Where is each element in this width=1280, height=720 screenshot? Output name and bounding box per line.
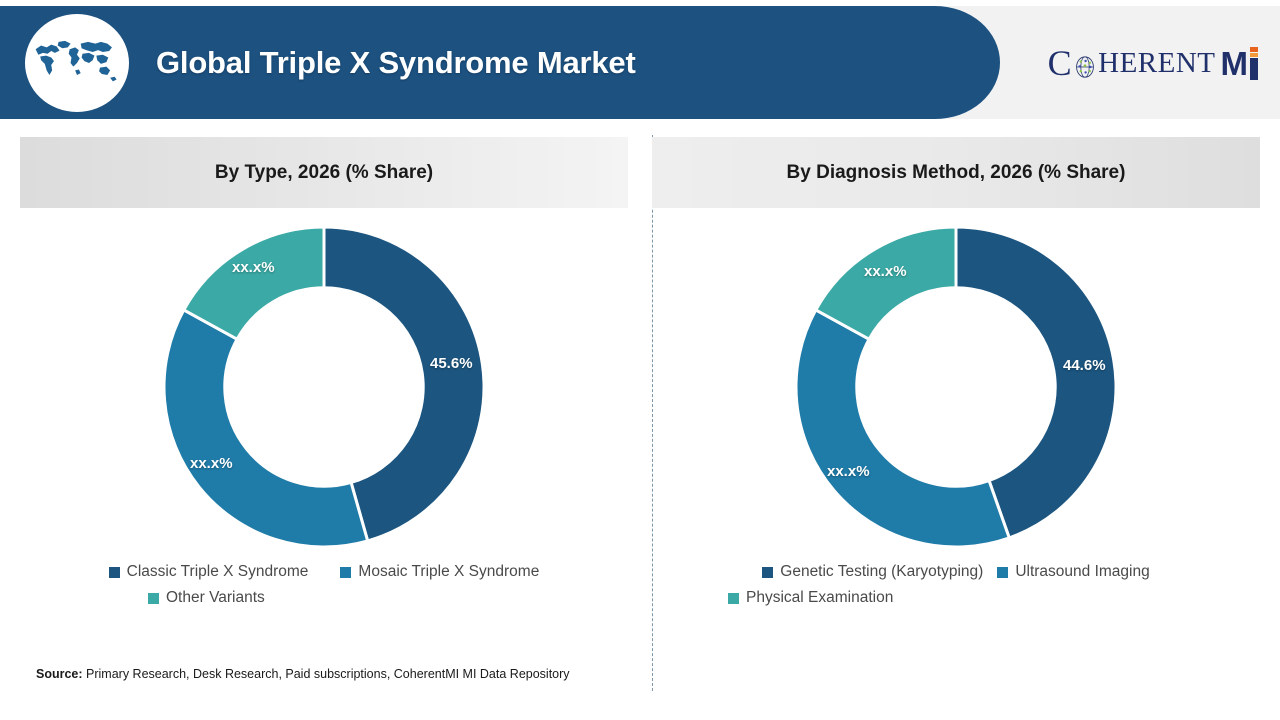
logo-globe-icon: [1073, 53, 1097, 78]
chart-panel-by-diagnosis: By Diagnosis Method, 2026 (% Share) 44.6…: [652, 137, 1260, 607]
donut-slice[interactable]: [181, 225, 326, 342]
chart-title-by-diagnosis: By Diagnosis Method, 2026 (% Share): [652, 137, 1260, 208]
donut-chart-by-type: 45.6% xx.x% xx.x%: [20, 208, 628, 563]
donut-slice[interactable]: [813, 225, 958, 342]
donut-svg-by-diagnosis: [791, 222, 1121, 552]
donut-slice[interactable]: [162, 307, 370, 549]
legend-swatch-icon: [728, 592, 739, 604]
legend-swatch-icon: [762, 566, 774, 578]
legend-swatch-icon: [148, 592, 159, 604]
globe-world-map-icon: [25, 14, 129, 112]
panel-divider: [652, 135, 653, 691]
legend-row: Classic Triple X Syndrome Mosaic Triple …: [20, 563, 628, 581]
donut-slice[interactable]: [954, 225, 1118, 540]
legend-swatch-icon: [340, 566, 352, 578]
legend-item-genetic-testing[interactable]: Genetic Testing (Karyotyping): [762, 563, 983, 581]
source-text: Primary Research, Desk Research, Paid su…: [82, 667, 570, 681]
legend-label: Genetic Testing (Karyotyping): [780, 563, 984, 580]
source-label: Source:: [36, 667, 83, 681]
legend-item-classic[interactable]: Classic Triple X Syndrome: [108, 563, 309, 581]
source-note: Source: Primary Research, Desk Research,…: [36, 665, 606, 683]
donut-slice[interactable]: [322, 225, 486, 543]
legend-label: Classic Triple X Syndrome: [126, 563, 309, 580]
legend-swatch-icon: [108, 566, 120, 578]
legend-row: Physical Examination: [652, 589, 1260, 607]
legend-label: Physical Examination: [746, 589, 894, 606]
legend-item-ultrasound[interactable]: Ultrasound Imaging: [997, 563, 1150, 581]
legend-item-mosaic[interactable]: Mosaic Triple X Syndrome: [340, 563, 539, 581]
chart-panel-by-type: By Type, 2026 (% Share) 45.6% xx.x% xx.x…: [20, 137, 628, 607]
legend-label: Mosaic Triple X Syndrome: [358, 563, 540, 580]
page-title: Global Triple X Syndrome Market: [156, 44, 636, 80]
legend-row: Genetic Testing (Karyotyping) Ultrasound…: [652, 563, 1260, 581]
logo-mi-text: M: [1220, 44, 1258, 82]
chart-title-by-type: By Type, 2026 (% Share): [20, 137, 628, 208]
legend-by-type: Classic Triple X Syndrome Mosaic Triple …: [20, 563, 628, 607]
legend-label: Other Variants: [166, 589, 265, 606]
legend-item-physical-exam[interactable]: Physical Examination: [728, 589, 893, 607]
legend-swatch-icon: [997, 566, 1009, 578]
logo-coherent-text: C HERENT: [1048, 45, 1216, 81]
logo-letter-m: M: [1220, 44, 1249, 82]
donut-slice[interactable]: [794, 307, 1012, 549]
logo-coherent-rest: HERENT: [1098, 46, 1216, 79]
legend-by-diagnosis: Genetic Testing (Karyotyping) Ultrasound…: [652, 563, 1260, 607]
header: Global Triple X Syndrome Market C: [0, 6, 1280, 119]
legend-row: Other Variants: [20, 589, 628, 607]
legend-item-other-variants[interactable]: Other Variants: [148, 589, 265, 607]
legend-label: Ultrasound Imaging: [1015, 563, 1150, 580]
donut-svg-by-type: [159, 222, 489, 552]
brand-logo: C HERENT: [1048, 40, 1258, 86]
logo-letter-i-stack: [1250, 46, 1258, 80]
donut-chart-by-diagnosis: 44.6% xx.x% xx.x%: [652, 208, 1260, 563]
header-band: [0, 6, 1000, 119]
logo-letter-c: C: [1047, 43, 1073, 83]
